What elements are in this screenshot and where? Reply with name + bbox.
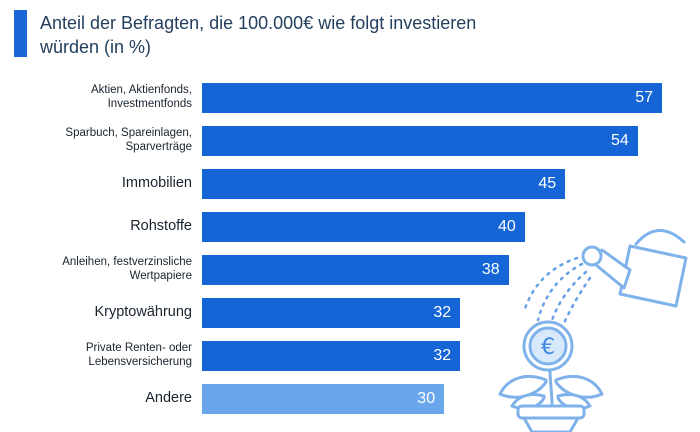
bar: 45 [202, 169, 566, 199]
bar: 57 [202, 83, 662, 113]
bar: 32 [202, 341, 461, 371]
category-label: Immobilien [121, 175, 192, 192]
category-label: Rohstoffe [130, 218, 192, 235]
category-label: Kryptowährung [94, 304, 192, 321]
bar: 32 [202, 298, 461, 328]
chart-row: Immobilien 45 [0, 169, 700, 199]
chart-row: Anleihen, festverzinsliche Wertpapiere 38 [0, 255, 700, 285]
category-label: Andere [145, 390, 192, 407]
value-label: 54 [611, 132, 629, 149]
value-label: 32 [433, 347, 452, 364]
chart-row: Kryptowährung 32 [0, 298, 700, 328]
value-label: 38 [481, 261, 500, 278]
value-label: 32 [433, 304, 452, 321]
chart-row: Aktien, Aktienfonds, Investmentfonds 57 [0, 83, 700, 113]
value-label: 45 [538, 175, 557, 192]
chart-rows: Aktien, Aktienfonds, Investmentfonds 57 Sp… [0, 83, 700, 427]
value-label: 40 [498, 218, 516, 235]
category-label: Sparbuch, Spareinlagen, Sparverträge [65, 127, 192, 153]
chart-row: Andere 30 [0, 384, 700, 414]
category-label: Anleihen, festverzinsliche Wertpapiere [62, 256, 192, 282]
value-label: 30 [417, 390, 436, 407]
category-label: Aktien, Aktienfonds, Investmentfonds [90, 84, 192, 110]
bar: 38 [202, 255, 509, 285]
value-label: 57 [635, 89, 653, 106]
bar: 40 [202, 212, 525, 242]
chart-header: Anteil der Befragten, die 100.000€ wie f… [0, 0, 700, 60]
title-accent-bar [14, 10, 27, 57]
chart-title: Anteil der Befragten, die 100.000€ wie f… [40, 13, 477, 58]
bar: 54 [202, 126, 638, 156]
chart-row: Sparbuch, Spareinlagen, Sparverträge 54 [0, 126, 700, 156]
category-label: Private Renten- oder Lebensversicherung [85, 342, 192, 368]
chart-row: Rohstoffe 40 [0, 212, 700, 242]
chart-row: Private Renten- oder Lebensversicherung 3… [0, 341, 700, 371]
bar: 30 [202, 384, 445, 414]
